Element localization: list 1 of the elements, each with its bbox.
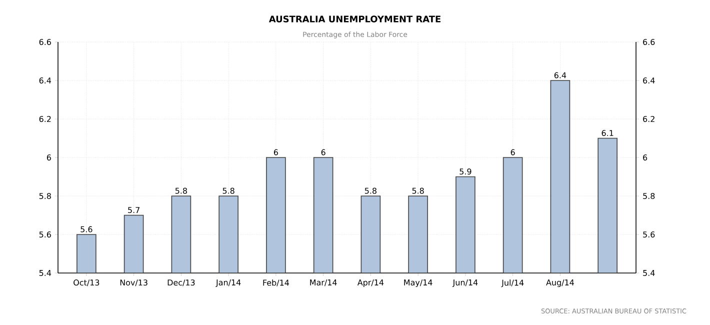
- chart-title: AUSTRALIA UNEMPLOYMENT RATE: [268, 16, 440, 22]
